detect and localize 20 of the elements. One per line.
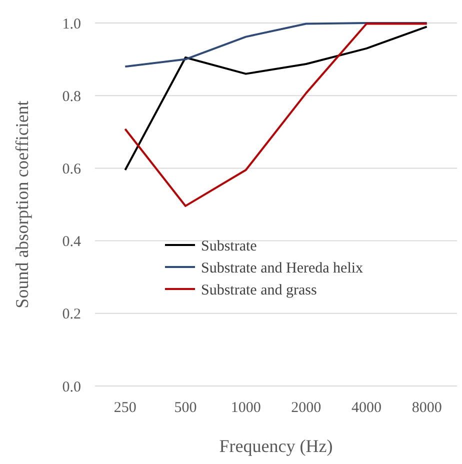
y-axis-title: Sound absorption coefficient	[12, 100, 32, 308]
legend-label: Substrate	[201, 238, 258, 254]
y-tick-label: 1.0	[62, 16, 81, 32]
x-tick-label: 500	[174, 400, 197, 416]
y-tick-label: 0.2	[62, 306, 81, 323]
x-tick-label: 4000	[352, 400, 382, 416]
legend-label: Substrate and Hereda helix	[201, 260, 364, 276]
x-tick-label: 1000	[230, 400, 261, 416]
y-tick-label: 0.0	[62, 379, 81, 396]
y-tick-label: 0.8	[62, 88, 81, 105]
x-tick-label: 2000	[291, 400, 322, 416]
x-tick-label: 8000	[412, 400, 442, 416]
line-series	[124, 22, 428, 68]
line-series	[124, 22, 428, 207]
y-tick-label: 0.4	[62, 234, 82, 250]
x-axis-title: Frequency (Hz)	[219, 436, 333, 456]
legend-label: Substrate and grass	[201, 282, 317, 298]
x-tick-label: 250	[114, 400, 136, 416]
line-series	[124, 26, 428, 172]
y-tick-label: 0.6	[62, 161, 82, 178]
